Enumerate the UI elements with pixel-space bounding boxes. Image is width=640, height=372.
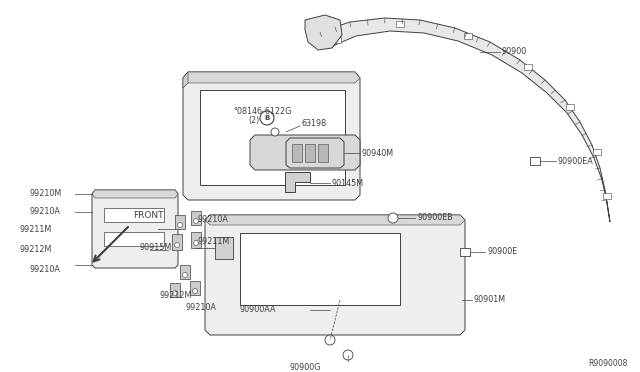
Circle shape	[182, 273, 188, 278]
Text: 90900: 90900	[502, 48, 527, 57]
Bar	[464, 33, 472, 39]
Bar	[292, 144, 302, 162]
Circle shape	[193, 241, 198, 246]
Polygon shape	[305, 15, 342, 50]
Bar	[190, 281, 200, 295]
Bar	[104, 232, 164, 246]
Circle shape	[260, 111, 274, 125]
Circle shape	[193, 218, 198, 224]
Bar	[104, 208, 164, 222]
Polygon shape	[320, 18, 610, 222]
Bar	[191, 232, 201, 248]
Bar	[396, 21, 404, 27]
Bar	[524, 64, 532, 70]
Text: °08146-6122G: °08146-6122G	[233, 108, 291, 116]
Bar	[530, 157, 540, 165]
Text: 63198: 63198	[302, 119, 327, 128]
Bar	[170, 283, 180, 297]
Polygon shape	[205, 215, 465, 225]
Polygon shape	[92, 190, 178, 268]
Polygon shape	[240, 233, 400, 305]
Text: 99210M: 99210M	[30, 189, 62, 199]
Circle shape	[388, 213, 398, 223]
Text: 90900AA: 90900AA	[240, 305, 276, 314]
Text: 99210A: 99210A	[198, 215, 229, 224]
Bar	[305, 144, 315, 162]
Text: 99211M: 99211M	[20, 224, 52, 234]
Text: 90915M: 90915M	[140, 244, 172, 253]
Text: 99212M: 99212M	[160, 291, 193, 299]
Text: 99210A: 99210A	[30, 266, 61, 275]
Bar	[333, 37, 341, 43]
Bar	[566, 104, 574, 110]
Circle shape	[325, 335, 335, 345]
Bar	[180, 265, 190, 279]
Bar	[318, 144, 328, 162]
Text: FRONT: FRONT	[133, 211, 163, 220]
Bar	[215, 237, 233, 259]
Bar	[172, 234, 182, 250]
Text: 90900G: 90900G	[289, 363, 321, 372]
Polygon shape	[92, 190, 178, 198]
Circle shape	[343, 350, 353, 360]
Polygon shape	[183, 72, 188, 88]
Polygon shape	[205, 215, 465, 335]
Text: (2): (2)	[248, 115, 259, 125]
Text: 90940M: 90940M	[362, 148, 394, 157]
Text: 90900E: 90900E	[487, 247, 517, 257]
Bar	[593, 149, 601, 155]
Text: 99210A: 99210A	[185, 302, 216, 311]
Text: 90900EA: 90900EA	[558, 157, 594, 166]
Polygon shape	[183, 72, 360, 83]
Polygon shape	[250, 135, 360, 170]
Circle shape	[175, 243, 179, 247]
Text: 90901M: 90901M	[474, 295, 506, 305]
Bar	[460, 248, 470, 256]
Text: 90900EB: 90900EB	[417, 214, 452, 222]
Bar	[191, 211, 201, 225]
Text: R9090008: R9090008	[589, 359, 628, 368]
Bar	[175, 215, 185, 229]
Text: 99212M: 99212M	[20, 246, 52, 254]
Circle shape	[177, 222, 182, 228]
Circle shape	[193, 289, 198, 294]
Circle shape	[271, 128, 279, 136]
Text: 99210A: 99210A	[30, 208, 61, 217]
Circle shape	[173, 291, 177, 295]
Bar	[603, 193, 611, 199]
Text: 99211M: 99211M	[198, 237, 230, 247]
Text: 90145M: 90145M	[332, 179, 364, 187]
Polygon shape	[286, 138, 344, 168]
Text: B: B	[264, 115, 269, 121]
Polygon shape	[285, 172, 310, 192]
Polygon shape	[200, 90, 345, 185]
Polygon shape	[183, 72, 360, 200]
